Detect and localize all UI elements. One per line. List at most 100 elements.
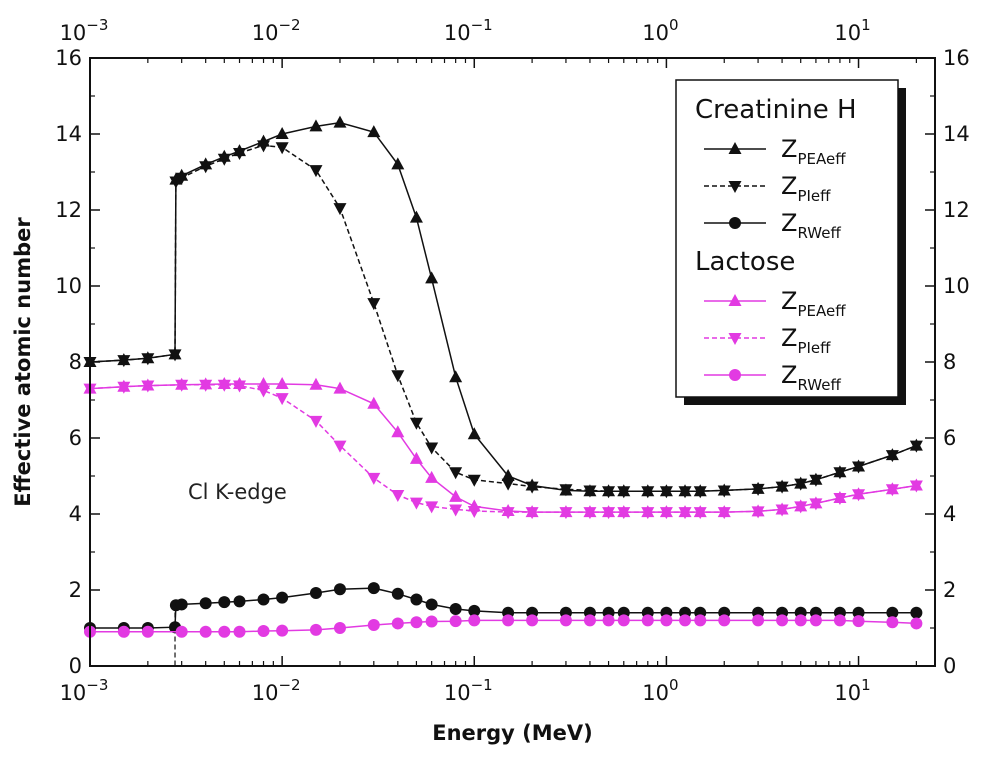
data-point — [526, 614, 539, 627]
series-5 — [84, 614, 923, 638]
data-point — [641, 486, 655, 499]
data-point — [501, 478, 515, 491]
data-point — [367, 396, 381, 409]
x-tick-label-bottom: 10−1 — [444, 676, 493, 705]
y-tick-label-right: 2 — [943, 578, 956, 602]
data-point — [717, 507, 731, 520]
data-point — [449, 615, 462, 628]
data-point — [391, 490, 405, 502]
data-point — [559, 507, 573, 520]
data-point — [410, 616, 423, 629]
data-point — [168, 349, 182, 362]
data-point — [467, 427, 481, 440]
data-point — [217, 379, 231, 392]
data-point — [794, 501, 808, 514]
data-point — [449, 370, 463, 383]
data-point — [602, 507, 616, 520]
data-point — [659, 486, 673, 499]
data-point — [525, 507, 539, 520]
y-tick-label-left: 4 — [69, 502, 82, 526]
data-point — [449, 467, 463, 480]
legend-entry-label: ZPIeff — [781, 324, 831, 357]
y-tick-label-right: 4 — [943, 502, 956, 526]
data-point — [602, 614, 615, 627]
data-point — [391, 587, 404, 600]
data-point — [751, 506, 765, 519]
data-point — [425, 615, 438, 628]
data-point — [449, 489, 463, 502]
data-point — [199, 379, 213, 392]
data-point — [718, 614, 731, 627]
y-tick-label-left: 0 — [69, 654, 82, 678]
data-point — [309, 119, 323, 132]
data-point — [449, 504, 463, 517]
data-point — [175, 598, 188, 611]
y-tick-label-right: 8 — [943, 350, 956, 374]
data-point — [809, 498, 823, 511]
legend-entry-label: ZPEAeff — [781, 135, 846, 168]
data-point — [583, 614, 596, 627]
data-point — [502, 614, 515, 627]
x-tick-label-top: 10−3 — [60, 16, 109, 45]
x-tick-label-top: 10−2 — [252, 16, 301, 45]
legend-box — [675, 79, 899, 398]
data-point — [409, 497, 423, 510]
data-point — [409, 210, 423, 223]
data-point — [141, 380, 155, 393]
data-point — [309, 377, 323, 390]
data-point — [583, 507, 597, 520]
y-tick-label-right: 6 — [943, 426, 956, 450]
data-point — [425, 470, 439, 483]
data-point — [257, 385, 271, 398]
data-point — [909, 440, 923, 453]
legend-entry-label: ZPIeff — [781, 172, 831, 205]
data-point — [752, 614, 765, 627]
legend-swatch-marker — [729, 369, 741, 381]
data-point — [391, 370, 405, 383]
data-point — [833, 614, 846, 627]
data-point — [233, 625, 246, 638]
data-point — [501, 507, 515, 520]
y-tick-label-left: 8 — [69, 350, 82, 374]
legend-group-title: Lactose — [695, 247, 795, 277]
data-point — [275, 127, 289, 139]
x-tick-label-top: 101 — [834, 16, 870, 45]
data-point — [583, 485, 597, 498]
data-point — [199, 625, 212, 638]
legend-swatch-marker — [728, 294, 742, 306]
y-tick-label-right: 16 — [943, 46, 970, 70]
data-point — [410, 593, 423, 606]
data-point — [367, 618, 380, 631]
data-point — [425, 442, 439, 455]
data-point — [333, 115, 347, 128]
data-point — [775, 481, 789, 494]
data-point — [175, 625, 188, 638]
data-point — [694, 614, 707, 627]
x-tick-label-top: 100 — [642, 16, 678, 45]
data-point — [233, 148, 247, 160]
data-point — [367, 298, 381, 311]
data-point — [467, 474, 481, 487]
y-tick-label-left: 16 — [55, 46, 82, 70]
data-point — [886, 606, 899, 619]
y-tick-label-left: 14 — [55, 122, 82, 146]
data-point — [852, 615, 865, 628]
data-point — [309, 623, 322, 636]
data-point — [141, 353, 155, 366]
legend-entry-label: ZRWeff — [781, 209, 841, 242]
data-point — [199, 161, 213, 174]
data-point — [833, 493, 847, 506]
data-point — [525, 481, 539, 494]
data-point — [910, 617, 923, 630]
data-point — [678, 507, 692, 520]
data-point — [117, 381, 131, 394]
y-tick-label-left: 6 — [69, 426, 82, 450]
data-point — [367, 582, 380, 595]
data-point — [175, 379, 189, 392]
data-point — [679, 614, 692, 627]
data-point — [367, 472, 381, 485]
data-point — [910, 606, 923, 619]
data-point — [809, 474, 823, 487]
legend-entry-label: ZPEAeff — [781, 287, 846, 320]
